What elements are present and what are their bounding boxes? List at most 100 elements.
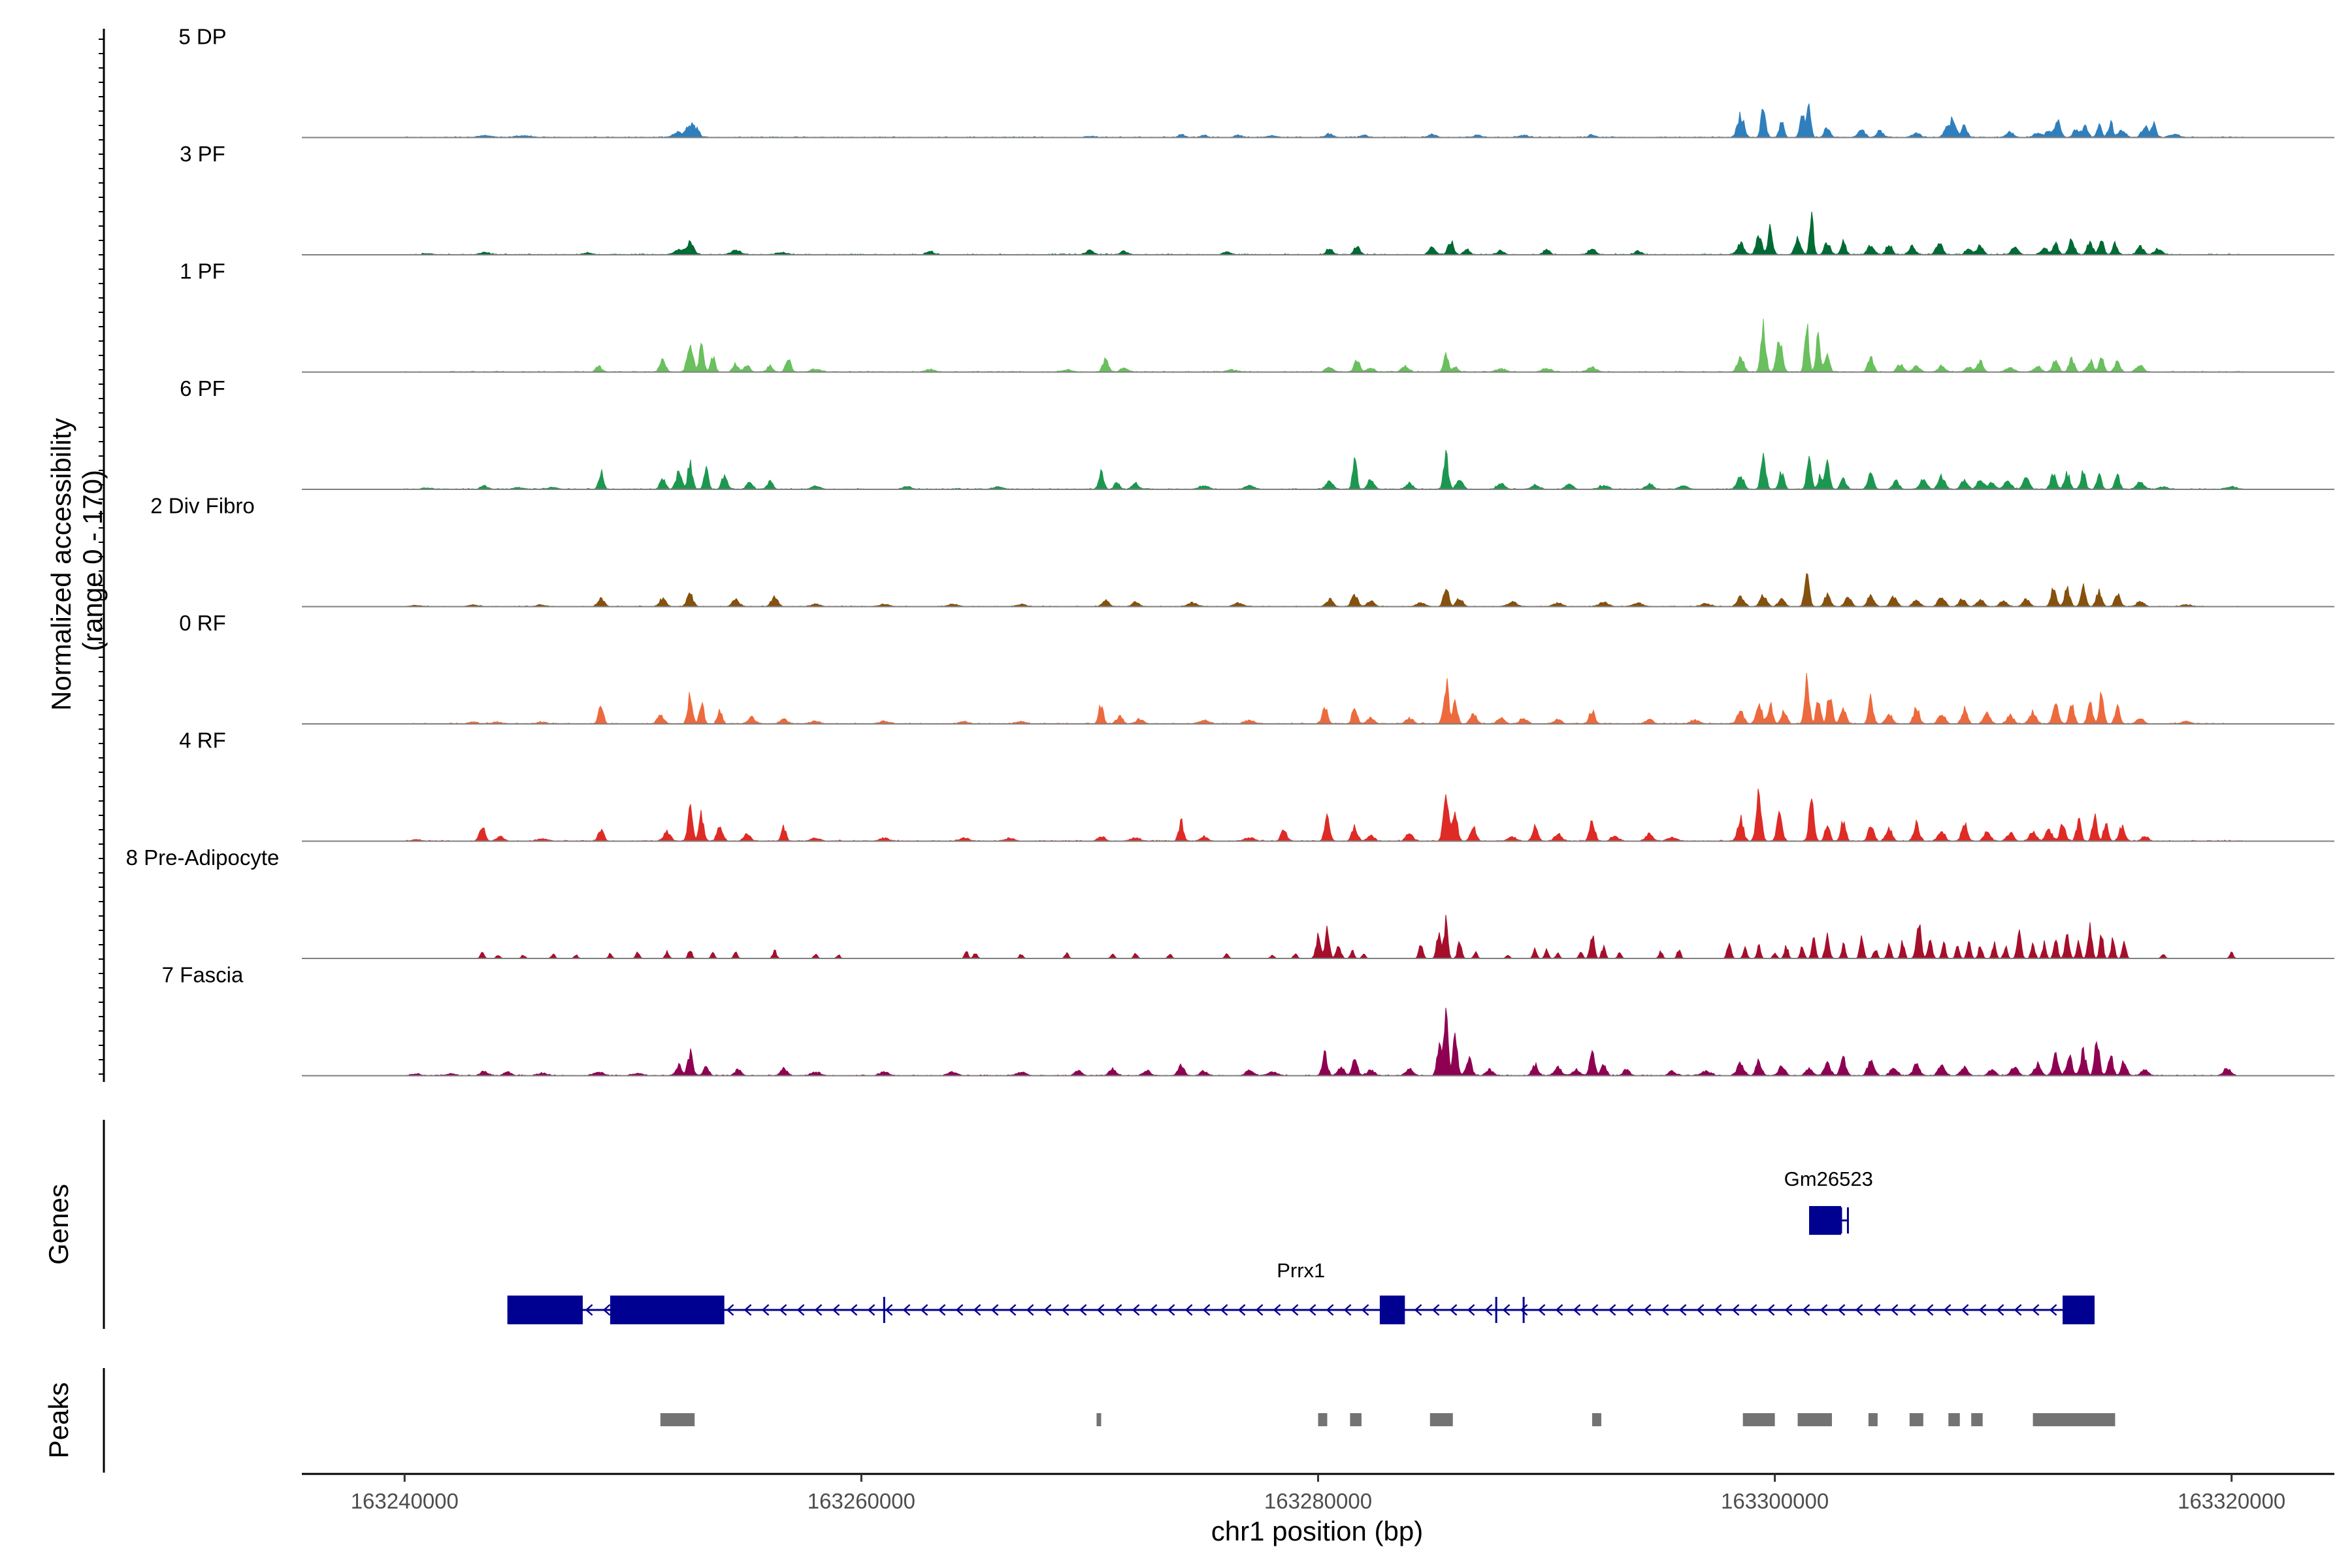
genes-track-label: Genes <box>43 1184 74 1265</box>
gene-prrx1: Prrx1 <box>507 1259 2095 1324</box>
strand-arrow <box>1202 1304 1211 1316</box>
x-axis-title: chr1 position (bp) <box>1211 1516 1424 1546</box>
strand-arrow <box>1096 1304 1105 1316</box>
coverage-area <box>404 103 2244 139</box>
exon-block <box>2063 1296 2095 1324</box>
track-label: 3 PF <box>180 142 225 166</box>
track-1-pf: 1 PF <box>180 259 2334 373</box>
strand-arrow <box>1820 1304 1828 1316</box>
strand-arrow <box>1996 1304 2004 1316</box>
strand-arrow <box>1961 1304 1969 1316</box>
track-label: 5 DP <box>178 25 226 49</box>
coverage-area <box>404 573 2244 608</box>
coverage-area <box>403 789 2244 842</box>
track-label: 7 Fascia <box>162 963 244 987</box>
strand-arrow <box>938 1304 946 1316</box>
gene-label: Prrx1 <box>1277 1259 1325 1282</box>
genes-panel: Genes Gm26523 Prrx1 <box>43 1120 2095 1329</box>
coverage-area <box>404 449 2244 490</box>
track-label: 2 Div Fibro <box>150 494 255 518</box>
coverage-area <box>403 672 2244 725</box>
strand-arrow <box>1184 1304 1193 1316</box>
peak-region <box>1592 1413 1601 1426</box>
strand-arrow <box>902 1304 911 1316</box>
strand-arrow <box>1308 1304 1316 1316</box>
coverage-area <box>403 1007 2244 1077</box>
strand-arrow <box>779 1304 787 1316</box>
strand-arrow <box>602 1304 611 1316</box>
strand-arrow <box>1114 1304 1122 1316</box>
peak-region <box>1909 1413 1923 1426</box>
peak-regions <box>660 1413 2115 1426</box>
strand-arrow <box>955 1304 964 1316</box>
strand-arrow <box>1837 1304 1846 1316</box>
strand-arrow <box>1237 1304 1246 1316</box>
peaks-panel: Peaks <box>43 1368 2115 1473</box>
strand-arrow <box>867 1304 875 1316</box>
strand-arrow <box>920 1304 928 1316</box>
strand-arrow <box>1502 1304 1511 1316</box>
track-2-div-fibro: 2 Div Fibro <box>150 494 2334 608</box>
strand-arrow <box>1678 1304 1687 1316</box>
strand-arrow <box>1467 1304 1475 1316</box>
peak-region <box>1742 1413 1775 1426</box>
track-label: 1 PF <box>180 259 225 284</box>
strand-arrow <box>1414 1304 1422 1316</box>
strand-arrow <box>832 1304 840 1316</box>
strand-arrow <box>1555 1304 1563 1316</box>
strand-arrow <box>1449 1304 1458 1316</box>
strand-arrow <box>1537 1304 1546 1316</box>
track-label: 0 RF <box>179 611 226 635</box>
strand-arrow <box>1925 1304 1934 1316</box>
strand-arrow <box>2031 1304 2040 1316</box>
strand-arrow <box>1643 1304 1652 1316</box>
strand-arrow <box>1731 1304 1740 1316</box>
strand-arrow <box>726 1304 734 1316</box>
peak-region <box>1948 1413 1960 1426</box>
peak-region <box>660 1413 695 1426</box>
peak-region <box>1096 1413 1102 1426</box>
strand-arrow <box>1590 1304 1599 1316</box>
strand-arrow <box>585 1304 593 1316</box>
x-tick-label: 163260000 <box>808 1489 915 1513</box>
track-label: 8 Pre-Adipocyte <box>126 845 280 870</box>
coverage-y-axis <box>99 29 105 1082</box>
strand-arrow <box>1802 1304 1810 1316</box>
peak-region <box>1350 1413 1362 1426</box>
strand-arrow <box>1043 1304 1052 1316</box>
strand-arrow <box>1872 1304 1881 1316</box>
x-tick-label: 163300000 <box>1721 1489 1829 1513</box>
coverage-y-axis-title: Normalized accessibility (range 0 - 170) <box>46 410 108 711</box>
peak-region <box>1429 1413 1453 1426</box>
strand-arrow <box>1714 1304 1722 1316</box>
track-label: 4 RF <box>179 728 226 753</box>
strand-arrow <box>796 1304 805 1316</box>
exon-block <box>610 1296 725 1324</box>
track-5-dp: 5 DP <box>178 25 2334 139</box>
strand-arrow <box>1026 1304 1034 1316</box>
strand-arrow <box>1167 1304 1175 1316</box>
strand-arrow <box>1326 1304 1334 1316</box>
strand-arrow <box>1625 1304 1634 1316</box>
strand-arrow <box>1061 1304 1070 1316</box>
coverage-area <box>404 318 2244 373</box>
strand-arrow <box>1908 1304 1916 1316</box>
track-6-pf: 6 PF <box>180 376 2334 490</box>
strand-arrow <box>1855 1304 1863 1316</box>
strand-arrow <box>990 1304 999 1316</box>
strand-arrow <box>1220 1304 1228 1316</box>
strand-arrow <box>2049 1304 2057 1316</box>
strand-arrow <box>1255 1304 1264 1316</box>
strand-arrow <box>1890 1304 1899 1316</box>
y-axis-title-line-1: Normalized accessibility <box>46 418 76 711</box>
strand-arrow <box>2014 1304 2022 1316</box>
strand-arrow <box>1273 1304 1281 1316</box>
strand-arrow <box>761 1304 770 1316</box>
strand-arrow <box>1290 1304 1299 1316</box>
strand-arrow <box>1749 1304 1757 1316</box>
strand-arrow <box>1784 1304 1793 1316</box>
y-axis-title-line-2: (range 0 - 170) <box>77 470 108 651</box>
peak-region <box>1971 1413 1983 1426</box>
strand-arrow <box>1431 1304 1440 1316</box>
